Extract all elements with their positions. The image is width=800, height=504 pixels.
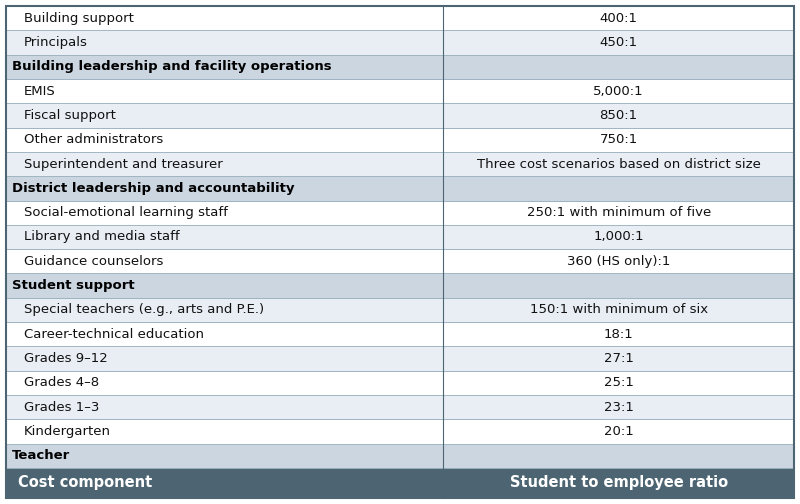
Text: Grades 9–12: Grades 9–12 xyxy=(24,352,108,365)
Text: 360 (HS only):1: 360 (HS only):1 xyxy=(567,255,670,268)
Bar xyxy=(443,346,794,371)
Text: 27:1: 27:1 xyxy=(604,352,634,365)
Bar xyxy=(443,201,794,225)
Bar xyxy=(6,249,443,274)
Bar xyxy=(443,419,794,444)
Text: Building leadership and facility operations: Building leadership and facility operati… xyxy=(12,60,332,73)
Text: Other administrators: Other administrators xyxy=(24,133,163,146)
Bar xyxy=(443,249,794,274)
Text: Career-technical education: Career-technical education xyxy=(24,328,204,341)
Text: EMIS: EMIS xyxy=(24,85,56,98)
Text: 1,000:1: 1,000:1 xyxy=(594,230,644,243)
Bar xyxy=(443,322,794,346)
Bar xyxy=(443,128,794,152)
Bar xyxy=(443,444,794,468)
Bar xyxy=(6,30,443,54)
Bar xyxy=(443,225,794,249)
Bar xyxy=(6,152,443,176)
Bar xyxy=(443,395,794,419)
Bar xyxy=(443,298,794,322)
Bar xyxy=(443,54,794,79)
Text: Fiscal support: Fiscal support xyxy=(24,109,116,122)
Text: 450:1: 450:1 xyxy=(600,36,638,49)
Bar xyxy=(443,6,794,30)
Text: Superintendent and treasurer: Superintendent and treasurer xyxy=(24,158,222,170)
Text: 25:1: 25:1 xyxy=(604,376,634,390)
Bar xyxy=(443,152,794,176)
Text: 150:1 with minimum of six: 150:1 with minimum of six xyxy=(530,303,708,317)
Text: Building support: Building support xyxy=(24,12,134,25)
Bar xyxy=(443,274,794,298)
Text: Kindergarten: Kindergarten xyxy=(24,425,111,438)
Text: Special teachers (e.g., arts and P.E.): Special teachers (e.g., arts and P.E.) xyxy=(24,303,264,317)
Bar xyxy=(443,30,794,54)
Text: Teacher: Teacher xyxy=(12,450,70,462)
Text: Student to employee ratio: Student to employee ratio xyxy=(510,475,728,490)
Bar xyxy=(6,79,443,103)
Text: Library and media staff: Library and media staff xyxy=(24,230,180,243)
Text: District leadership and accountability: District leadership and accountability xyxy=(12,182,294,195)
Bar xyxy=(6,176,443,201)
Bar xyxy=(6,54,443,79)
Bar xyxy=(443,103,794,128)
Text: 850:1: 850:1 xyxy=(600,109,638,122)
Text: Social-emotional learning staff: Social-emotional learning staff xyxy=(24,206,228,219)
Text: Principals: Principals xyxy=(24,36,88,49)
Bar xyxy=(6,225,443,249)
Text: 20:1: 20:1 xyxy=(604,425,634,438)
Text: 23:1: 23:1 xyxy=(604,401,634,414)
Bar xyxy=(6,6,443,30)
Text: 750:1: 750:1 xyxy=(599,133,638,146)
Text: Three cost scenarios based on district size: Three cost scenarios based on district s… xyxy=(477,158,761,170)
Text: 250:1 with minimum of five: 250:1 with minimum of five xyxy=(526,206,710,219)
Text: 400:1: 400:1 xyxy=(600,12,638,25)
Bar xyxy=(6,128,443,152)
Text: Cost component: Cost component xyxy=(18,475,152,490)
Bar xyxy=(6,201,443,225)
Text: 5,000:1: 5,000:1 xyxy=(594,85,644,98)
Text: Guidance counselors: Guidance counselors xyxy=(24,255,163,268)
Bar xyxy=(443,468,794,498)
Bar xyxy=(6,419,443,444)
Bar xyxy=(6,274,443,298)
Bar xyxy=(6,322,443,346)
Bar xyxy=(6,371,443,395)
Bar xyxy=(443,371,794,395)
Bar xyxy=(6,298,443,322)
Bar xyxy=(6,444,443,468)
Text: Grades 1–3: Grades 1–3 xyxy=(24,401,99,414)
Bar xyxy=(6,346,443,371)
Bar xyxy=(6,395,443,419)
Text: 18:1: 18:1 xyxy=(604,328,634,341)
Bar xyxy=(6,103,443,128)
Bar xyxy=(443,176,794,201)
Bar xyxy=(6,468,443,498)
Text: Student support: Student support xyxy=(12,279,134,292)
Text: Grades 4–8: Grades 4–8 xyxy=(24,376,99,390)
Bar xyxy=(443,79,794,103)
